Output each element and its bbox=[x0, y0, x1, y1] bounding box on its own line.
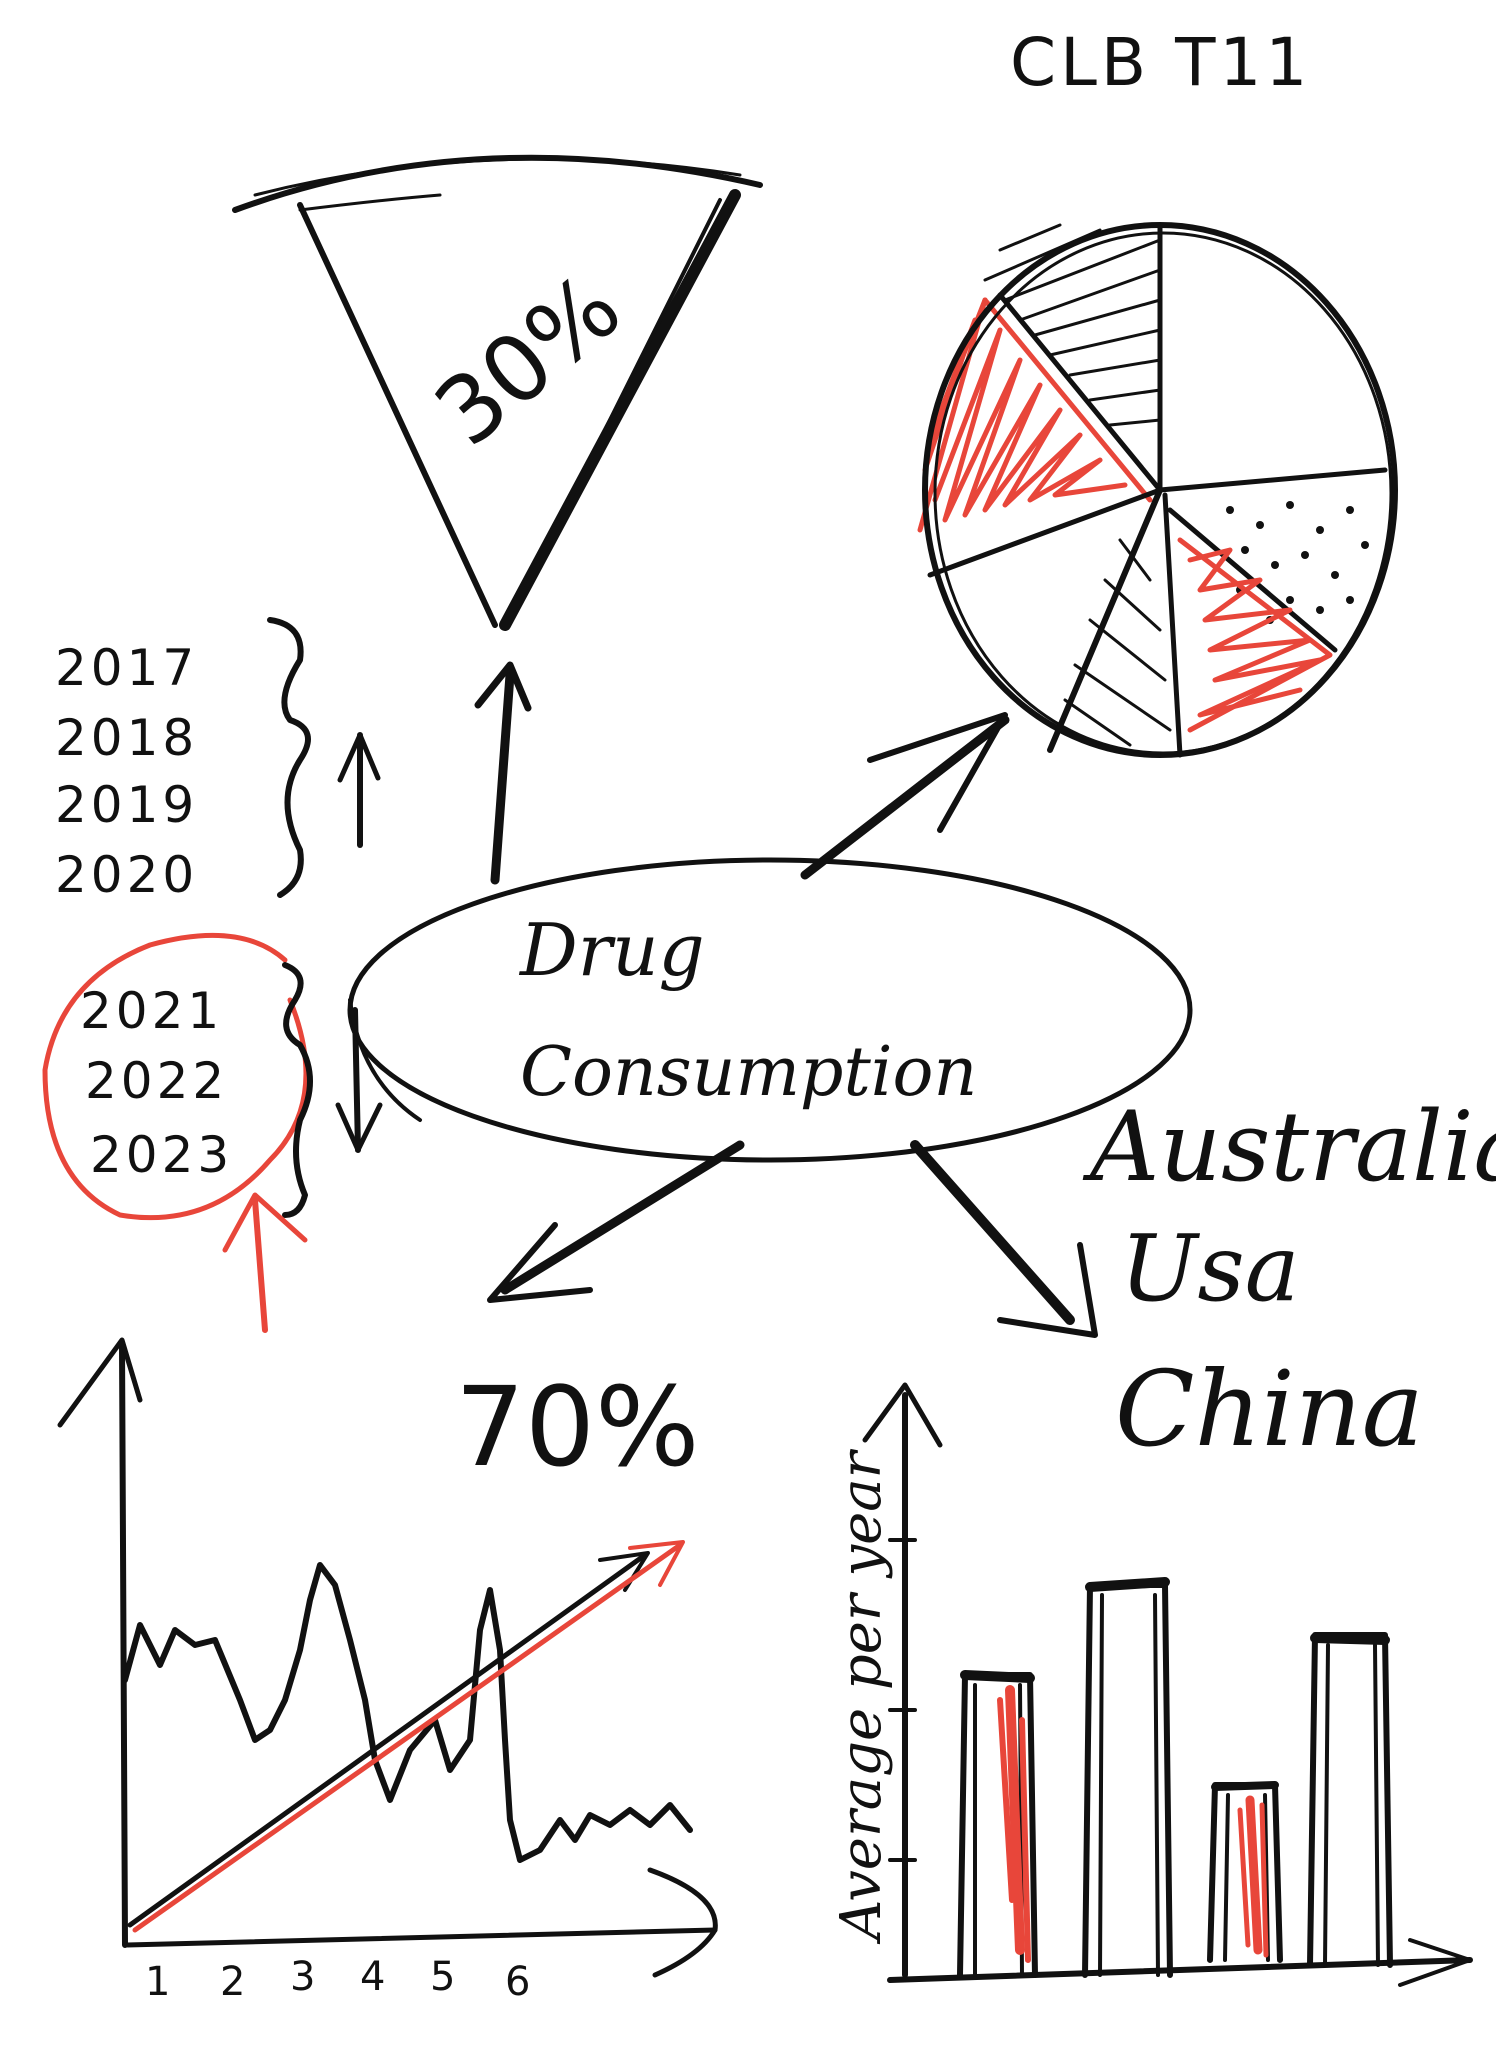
year-2018: 2018 bbox=[55, 709, 198, 767]
country-australia: Australia bbox=[1082, 1091, 1496, 1203]
line-chart-x-axis bbox=[122, 1927, 718, 1948]
year-2021: 2021 bbox=[80, 982, 223, 1040]
line-tick-6: 6 bbox=[505, 1959, 530, 2005]
bar-chart-ylabel: Average per year bbox=[829, 1448, 894, 1945]
line-tick-1: 1 bbox=[145, 1959, 170, 2005]
header-code: CLB T11 bbox=[1010, 24, 1311, 101]
line-tick-4: 4 bbox=[360, 1954, 385, 2000]
year-2020: 2020 bbox=[55, 846, 198, 904]
years-group-1: 2017 2018 2019 2020 bbox=[55, 639, 198, 904]
year-2019: 2019 bbox=[55, 776, 198, 834]
line-chart: 1 2 3 4 5 6 bbox=[57, 1337, 718, 2005]
country-list: Australia Usa China bbox=[1082, 1091, 1496, 1470]
country-usa: Usa bbox=[1120, 1215, 1300, 1322]
arrow-to-bar-chart bbox=[910, 1140, 1098, 1338]
pie-chart-full bbox=[917, 222, 1398, 758]
center-label-line1: Drug bbox=[518, 908, 705, 992]
arrow-up-small bbox=[337, 732, 381, 848]
bar-3 bbox=[1207, 1781, 1283, 1963]
line-chart-trend-red bbox=[132, 1542, 683, 1933]
line-tick-3: 3 bbox=[290, 1954, 315, 2000]
line-tick-5: 5 bbox=[430, 1954, 455, 2000]
pie-slice-30 bbox=[232, 154, 763, 631]
center-label-line2: Consumption bbox=[520, 1033, 977, 1112]
red-circle-years bbox=[42, 932, 309, 1221]
line-chart-series bbox=[122, 1562, 693, 1863]
country-china: China bbox=[1115, 1348, 1424, 1470]
red-arrow-up bbox=[222, 1192, 308, 1333]
brace-group-1 bbox=[267, 617, 311, 898]
years-group-2: 2021 2022 2023 bbox=[80, 982, 233, 1184]
bar-1 bbox=[957, 1670, 1038, 1978]
line-tick-2: 2 bbox=[220, 1959, 245, 2005]
brace-group-2 bbox=[282, 962, 313, 1218]
year-2022: 2022 bbox=[85, 1052, 228, 1110]
arrow-to-slice bbox=[474, 661, 532, 885]
central-oval bbox=[347, 857, 1193, 1163]
year-2023: 2023 bbox=[90, 1126, 233, 1184]
bar-4 bbox=[1307, 1632, 1393, 1968]
arrow-to-line-chart bbox=[487, 1140, 745, 1303]
bar-chart-x-axis bbox=[887, 1957, 1473, 1983]
bar-chart: Average per year bbox=[829, 1382, 1473, 1987]
year-2017: 2017 bbox=[55, 639, 198, 697]
bar-2 bbox=[1082, 1577, 1173, 1978]
remaining-percent-label: 70% bbox=[455, 1363, 700, 1491]
arrow-to-pie bbox=[800, 712, 1010, 880]
line-chart-y-axis bbox=[119, 1342, 128, 1948]
arrow-down-small bbox=[335, 1007, 383, 1153]
